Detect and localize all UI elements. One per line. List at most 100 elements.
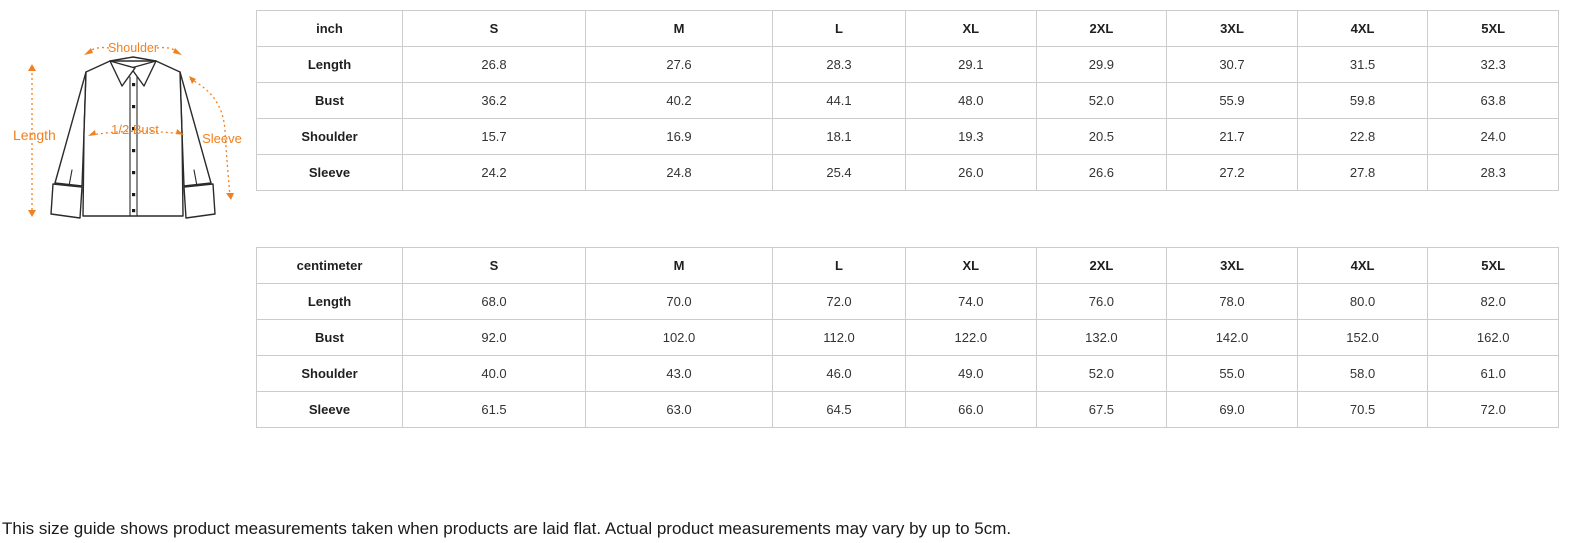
length-arrowhead-top xyxy=(28,64,36,71)
measurement-value-cell: 55.0 xyxy=(1166,355,1298,392)
size-header-cell: L xyxy=(772,247,906,284)
measurement-value-cell: 26.8 xyxy=(402,46,586,83)
size-header-cell: 2XL xyxy=(1035,247,1168,284)
measurement-value-cell: 142.0 xyxy=(1166,319,1298,356)
measurement-value-cell: 69.0 xyxy=(1166,391,1298,428)
diagram-label-length: Length xyxy=(13,127,56,143)
measurement-value-cell: 26.6 xyxy=(1035,154,1168,191)
size-header-cell: S xyxy=(402,10,586,47)
measurement-value-cell: 40.0 xyxy=(402,355,586,392)
measurement-value-cell: 44.1 xyxy=(772,82,906,119)
measurement-value-cell: 61.0 xyxy=(1427,355,1559,392)
size-header-cell: XL xyxy=(905,10,1037,47)
measurement-value-cell: 92.0 xyxy=(402,319,586,356)
measurement-value-cell: 28.3 xyxy=(1427,154,1559,191)
measurement-value-cell: 24.2 xyxy=(402,154,586,191)
diagram-label-bust: 1/2 Bust xyxy=(111,122,159,137)
measurement-value-cell: 43.0 xyxy=(585,355,773,392)
size-header-cell: M xyxy=(585,10,773,47)
size-table-inch-head: inch S M L XL 2XL 3XL 4XL 5XL xyxy=(256,10,1559,47)
size-header-cell: L xyxy=(772,10,906,47)
bust-arrowhead-right xyxy=(176,129,184,135)
measurement-value-cell: 68.0 xyxy=(402,283,586,320)
measurement-value-cell: 29.9 xyxy=(1035,46,1168,83)
measurement-value-cell: 24.8 xyxy=(585,154,773,191)
measurement-value-cell: 46.0 xyxy=(772,355,906,392)
shirt-sleeve-right xyxy=(179,71,212,187)
measurement-value-cell: 122.0 xyxy=(905,319,1037,356)
bust-arrowhead-left xyxy=(88,130,96,136)
measurement-value-cell: 66.0 xyxy=(905,391,1037,428)
measurement-row: Bust 36.2 40.2 44.1 48.0 52.0 55.9 59.8 63.8 xyxy=(256,82,1559,119)
size-header-cell: 5XL xyxy=(1427,10,1559,47)
size-header-cell: 4XL xyxy=(1296,247,1429,284)
shoulder-arrowhead-left xyxy=(84,48,93,55)
size-header-cell: M xyxy=(585,247,773,284)
measurement-value-cell: 70.0 xyxy=(585,283,773,320)
measurement-label-cell: Shoulder xyxy=(256,355,403,392)
shirt-buttons xyxy=(132,83,136,213)
measurement-value-cell: 72.0 xyxy=(772,283,906,320)
measurement-value-cell: 27.6 xyxy=(585,46,773,83)
measurement-value-cell: 52.0 xyxy=(1035,355,1168,392)
size-guide-note: This size guide shows product measuremen… xyxy=(2,519,1012,538)
measurement-value-cell: 55.9 xyxy=(1166,82,1298,119)
measurement-row: Length 68.0 70.0 72.0 74.0 76.0 78.0 80.0 82.0 xyxy=(256,283,1559,320)
measurement-label-cell: Shoulder xyxy=(256,118,403,155)
measurement-label-cell: Sleeve xyxy=(256,154,403,191)
measurement-value-cell: 52.0 xyxy=(1035,82,1168,119)
measurement-value-cell: 63.8 xyxy=(1427,82,1559,119)
measurement-value-cell: 21.7 xyxy=(1166,118,1298,155)
size-table-centimeter: centimeter S M L XL 2XL 3XL 4XL 5XL Length 68.0 70… xyxy=(256,247,1559,428)
shirt-collar-band xyxy=(109,56,157,62)
measurement-value-cell: 64.5 xyxy=(772,391,906,428)
measurement-row: Sleeve 24.2 24.8 25.4 26.0 26.6 27.2 27.8 28.3 xyxy=(256,154,1559,191)
bust-arrow-line xyxy=(90,130,182,136)
shirt-armhole-seams xyxy=(83,71,183,134)
measurement-row: Shoulder 15.7 16.9 18.1 19.3 20.5 21.7 22.8 24.0 xyxy=(256,118,1559,155)
measurement-row: Length 26.8 27.6 28.3 29.1 29.9 30.7 31.5 32.3 xyxy=(256,46,1559,83)
measurement-value-cell: 112.0 xyxy=(772,319,906,356)
diagram-label-sleeve: Sleeve xyxy=(202,131,242,146)
measurement-value-cell: 102.0 xyxy=(585,319,773,356)
measurement-value-cell: 19.3 xyxy=(905,118,1037,155)
size-table-centimeter-head: centimeter S M L XL 2XL 3XL 4XL 5XL xyxy=(256,247,1559,284)
shirt-sleeve-left xyxy=(54,71,87,187)
measurement-value-cell: 67.5 xyxy=(1035,391,1168,428)
measurement-value-cell: 25.4 xyxy=(772,154,906,191)
size-header-cell: 4XL xyxy=(1296,10,1429,47)
measurement-value-cell: 15.7 xyxy=(402,118,586,155)
measurement-value-cell: 58.0 xyxy=(1296,355,1429,392)
measurement-row: Bust 92.0 102.0 112.0 122.0 132.0 142.0 152.0 16… xyxy=(256,319,1559,356)
measurement-value-cell: 49.0 xyxy=(905,355,1037,392)
measurement-value-cell: 78.0 xyxy=(1166,283,1298,320)
unit-label-cell: centimeter xyxy=(256,247,403,284)
shirt-outline xyxy=(50,56,216,219)
measurement-value-cell: 48.0 xyxy=(905,82,1037,119)
measurement-value-cell: 40.2 xyxy=(585,82,773,119)
measurement-label-cell: Length xyxy=(256,46,403,83)
measurement-value-cell: 20.5 xyxy=(1035,118,1168,155)
length-arrowhead-bottom xyxy=(28,210,36,217)
measurement-label-cell: Length xyxy=(256,283,403,320)
measurement-value-cell: 61.5 xyxy=(402,391,586,428)
measurement-value-cell: 63.0 xyxy=(585,391,773,428)
unit-label-cell: inch xyxy=(256,10,403,47)
measurement-row: Sleeve 61.5 63.0 64.5 66.0 67.5 69.0 70.5 72.0 xyxy=(256,391,1559,428)
size-header-cell: 3XL xyxy=(1166,247,1298,284)
shoulder-arrowhead-right xyxy=(173,48,182,55)
shirt-cuff-right xyxy=(183,183,216,219)
measurement-value-cell: 22.8 xyxy=(1296,118,1429,155)
measurement-value-cell: 72.0 xyxy=(1427,391,1559,428)
measurement-value-cell: 18.1 xyxy=(772,118,906,155)
shirt-collar-left xyxy=(109,60,136,87)
measurement-value-cell: 80.0 xyxy=(1296,283,1429,320)
measurement-value-cell: 31.5 xyxy=(1296,46,1429,83)
size-table-centimeter-body: Length 68.0 70.0 72.0 74.0 76.0 78.0 80.0 82.0 Bu… xyxy=(256,283,1559,428)
measurement-value-cell: 16.9 xyxy=(585,118,773,155)
measurement-label-cell: Sleeve xyxy=(256,391,403,428)
shirt-cuff-slits xyxy=(68,169,198,187)
shirt-measurement-diagram: Shoulder Length 1/2 Bust Sleeve xyxy=(13,41,242,219)
measurement-label-cell: Bust xyxy=(256,319,403,356)
measurement-value-cell: 29.1 xyxy=(905,46,1037,83)
